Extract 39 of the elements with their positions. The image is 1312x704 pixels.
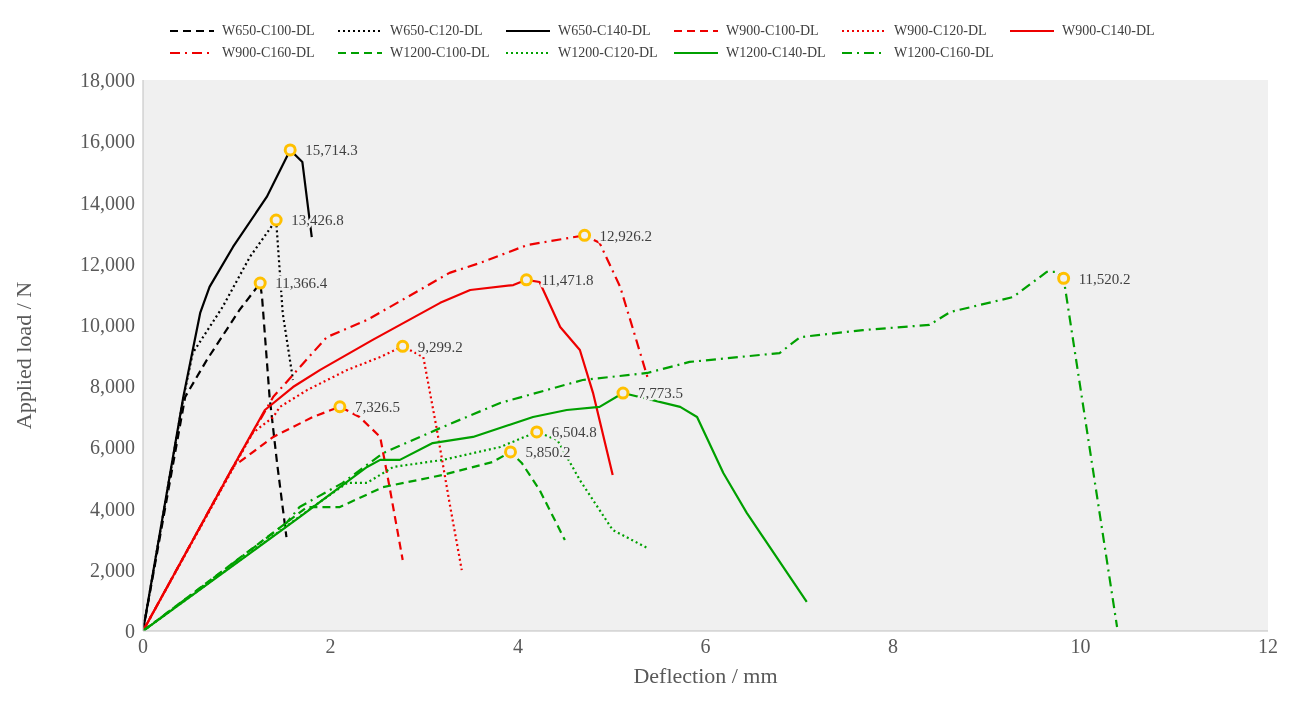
legend-label: W650-C120-DL: [390, 23, 483, 39]
annotation: 9,299.2: [417, 338, 463, 355]
legend-label: W900-C120-DL: [894, 23, 987, 39]
annotation: 5,850.2: [525, 444, 571, 461]
y-tick-label: 8,000: [90, 375, 135, 398]
y-tick-label: 16,000: [80, 130, 135, 153]
annotation: 7,773.5: [638, 385, 683, 402]
y-axis-title: Applied load / N: [10, 281, 36, 430]
x-axis-title: Deflection / mm: [633, 663, 778, 688]
annotation: 15,714.3: [305, 142, 358, 159]
legend-label: W900-C100-DL: [726, 23, 819, 39]
annotation: 11,366.4: [275, 275, 328, 292]
annotation: 12,926.2: [599, 227, 653, 244]
annotation: 7,326.5: [354, 399, 400, 416]
legend-label: W1200-C120-DL: [558, 45, 658, 61]
legend-label: W1200-C140-DL: [726, 45, 826, 61]
x-tick-label: 8: [888, 635, 898, 658]
y-tick-label: 10,000: [80, 313, 135, 336]
legend-label: W650-C100-DL: [222, 23, 315, 39]
x-tick-label: 6: [700, 635, 711, 658]
legend-label: W1200-C160-DL: [894, 45, 994, 61]
y-tick-label: 4,000: [90, 497, 135, 520]
y-tick-label: 2,000: [90, 558, 135, 581]
y-tick-label: 12,000: [80, 252, 135, 275]
y-tick-label: 6,000: [90, 436, 135, 459]
y-tick-label: 18,000: [80, 69, 135, 92]
y-tick-label: 0: [125, 620, 135, 643]
x-tick-label: 2: [325, 635, 336, 658]
y-tick-label: 14,000: [80, 191, 135, 214]
annotation: 11,520.2: [1078, 270, 1131, 287]
legend-label: W900-C160-DL: [222, 45, 315, 61]
annotation: 11,471.8: [541, 272, 594, 289]
x-tick-label: 10: [1070, 635, 1091, 658]
legend-label: W1200-C100-DL: [390, 45, 490, 61]
x-tick-label: 12: [1258, 635, 1278, 658]
legend-label: W650-C140-DL: [558, 23, 651, 39]
annotation: 6,504.8: [551, 424, 597, 441]
x-tick-label: 4: [513, 635, 523, 658]
legend-label: W900-C140-DL: [1062, 23, 1155, 39]
